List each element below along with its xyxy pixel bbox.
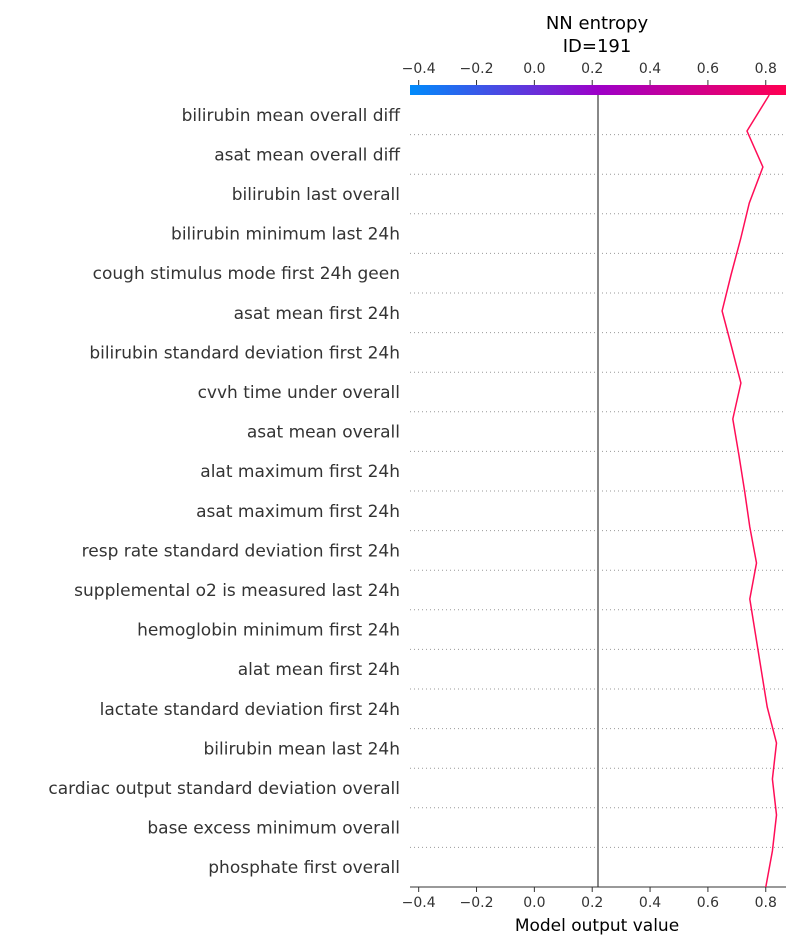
feature-label: alat mean first 24h xyxy=(238,660,400,680)
feature-label: bilirubin standard deviation first 24h xyxy=(89,343,400,363)
bottom-tick-label: 0.6 xyxy=(697,895,719,911)
feature-label: asat mean overall diff xyxy=(214,145,401,165)
chart-title: NN entropy xyxy=(546,13,649,34)
top-axis-ticks: −0.4 −0.2 0.0 0.2 0.4 0.6 0.8 xyxy=(402,61,777,85)
feature-label: bilirubin mean overall diff xyxy=(182,106,402,126)
feature-label: lactate standard deviation first 24h xyxy=(100,700,400,720)
feature-label: bilirubin mean last 24h xyxy=(203,739,400,759)
feature-label: bilirubin minimum last 24h xyxy=(171,225,400,245)
bottom-axis-ticks: −0.4 −0.2 0.0 0.2 0.4 0.6 0.8 xyxy=(402,887,777,911)
colorbar xyxy=(410,85,786,95)
top-tick-label: 0.8 xyxy=(755,61,777,77)
feature-label: cvvh time under overall xyxy=(198,383,400,403)
top-tick-label: 0.0 xyxy=(523,61,545,77)
bottom-tick-label: −0.2 xyxy=(460,895,494,911)
top-tick-label: −0.2 xyxy=(460,61,494,77)
feature-label: phosphate first overall xyxy=(208,858,400,878)
feature-label: base excess minimum overall xyxy=(147,819,400,839)
feature-label: supplemental o2 is measured last 24h xyxy=(74,581,400,601)
top-tick-label: 0.2 xyxy=(581,61,603,77)
bottom-tick-label: 0.0 xyxy=(523,895,545,911)
feature-label: bilirubin last overall xyxy=(232,185,400,205)
bottom-tick-label: 0.2 xyxy=(581,895,603,911)
decision-path-line xyxy=(721,94,778,888)
feature-label: resp rate standard deviation first 24h xyxy=(82,541,400,561)
feature-label: asat mean first 24h xyxy=(234,304,400,324)
feature-label: hemoglobin minimum first 24h xyxy=(137,621,400,641)
bottom-tick-label: 0.4 xyxy=(639,895,661,911)
feature-label: asat mean overall xyxy=(247,423,400,443)
top-tick-label: −0.4 xyxy=(402,61,436,77)
top-tick-label: 0.4 xyxy=(639,61,661,77)
feature-label: alat maximum first 24h xyxy=(200,462,400,482)
feature-labels: bilirubin mean overall diff asat mean ove… xyxy=(48,106,401,878)
bottom-tick-label: −0.4 xyxy=(402,895,436,911)
feature-label: asat maximum first 24h xyxy=(196,502,400,522)
x-axis-label: Model output value xyxy=(515,916,679,936)
top-tick-label: 0.6 xyxy=(697,61,719,77)
bottom-tick-label: 0.8 xyxy=(755,895,777,911)
feature-label: cough stimulus mode first 24h geen xyxy=(93,264,400,284)
feature-label: cardiac output standard deviation overal… xyxy=(48,779,400,799)
chart-subtitle: ID=191 xyxy=(563,36,632,57)
